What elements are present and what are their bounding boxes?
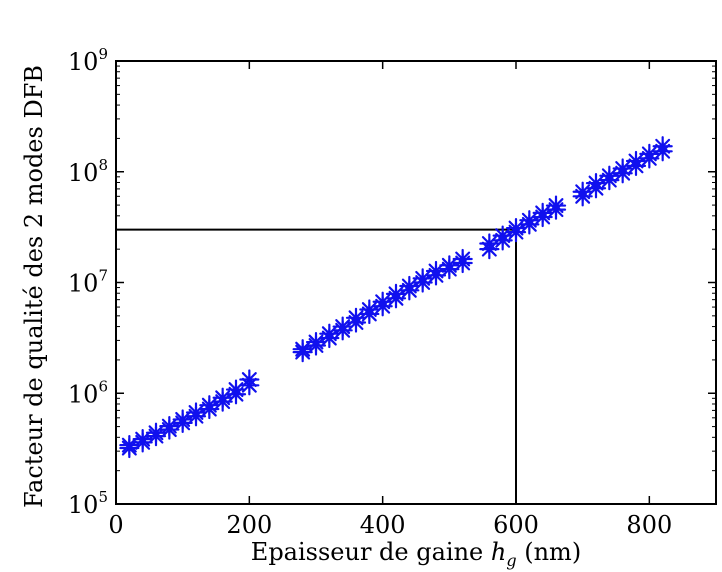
data-point-marker bbox=[385, 283, 407, 304]
data-point-marker bbox=[439, 255, 460, 276]
data-point-marker bbox=[492, 225, 513, 246]
x-axis-title-sub: g bbox=[506, 551, 516, 570]
y-tick-label: 107 bbox=[68, 267, 108, 298]
data-point-marker bbox=[652, 136, 673, 157]
data-point-marker bbox=[625, 150, 647, 172]
x-axis-title-main: Epaisseur de gaine bbox=[251, 538, 491, 566]
data-point-marker bbox=[319, 323, 340, 344]
y-tick-label: 106 bbox=[68, 377, 108, 408]
data-point-marker bbox=[639, 143, 660, 164]
data-point-marker bbox=[452, 248, 473, 270]
y-axis-title: Facteur de qualité des 2 modes DFB bbox=[20, 65, 48, 508]
data-markers bbox=[119, 136, 673, 459]
plot-frame bbox=[115, 60, 717, 505]
x-tick-label: 600 bbox=[493, 511, 539, 539]
data-point-marker bbox=[425, 260, 447, 282]
data-point-marker bbox=[399, 275, 420, 297]
data-point-marker bbox=[332, 316, 353, 337]
x-axis-title-var: h bbox=[491, 538, 506, 566]
data-point-marker bbox=[305, 331, 327, 353]
data-point-marker bbox=[599, 165, 620, 186]
x-tick-label: 200 bbox=[226, 511, 272, 539]
data-point-marker bbox=[345, 307, 367, 328]
data-point-marker bbox=[359, 299, 380, 320]
x-tick-label: 800 bbox=[626, 511, 672, 539]
data-point-marker bbox=[505, 217, 527, 239]
tick-labels: 0 200 400 600 800 105 106 107 108 109 bbox=[68, 45, 672, 539]
data-point-marker bbox=[612, 158, 633, 179]
data-point-marker bbox=[479, 233, 500, 254]
data-point-marker bbox=[199, 395, 220, 416]
x-tick-label: 400 bbox=[360, 511, 406, 539]
data-point-marker bbox=[212, 387, 233, 408]
data-point-marker bbox=[585, 172, 607, 194]
reference-lines bbox=[116, 228, 517, 504]
y-tick-label: 108 bbox=[68, 156, 108, 187]
y-tick-label: 109 bbox=[68, 45, 108, 76]
data-point-marker bbox=[225, 379, 247, 400]
data-point-marker bbox=[545, 195, 567, 216]
x-axis-title-unit: (nm) bbox=[517, 538, 582, 566]
data-point-marker bbox=[239, 369, 260, 390]
x-tick-label: 0 bbox=[108, 511, 123, 539]
x-axis-title: Epaisseur de gaine hg (nm) bbox=[251, 538, 581, 570]
data-point-marker bbox=[412, 268, 433, 289]
data-point-marker bbox=[372, 291, 393, 312]
y-tick-label: 105 bbox=[68, 488, 108, 519]
data-point-marker bbox=[572, 181, 593, 202]
